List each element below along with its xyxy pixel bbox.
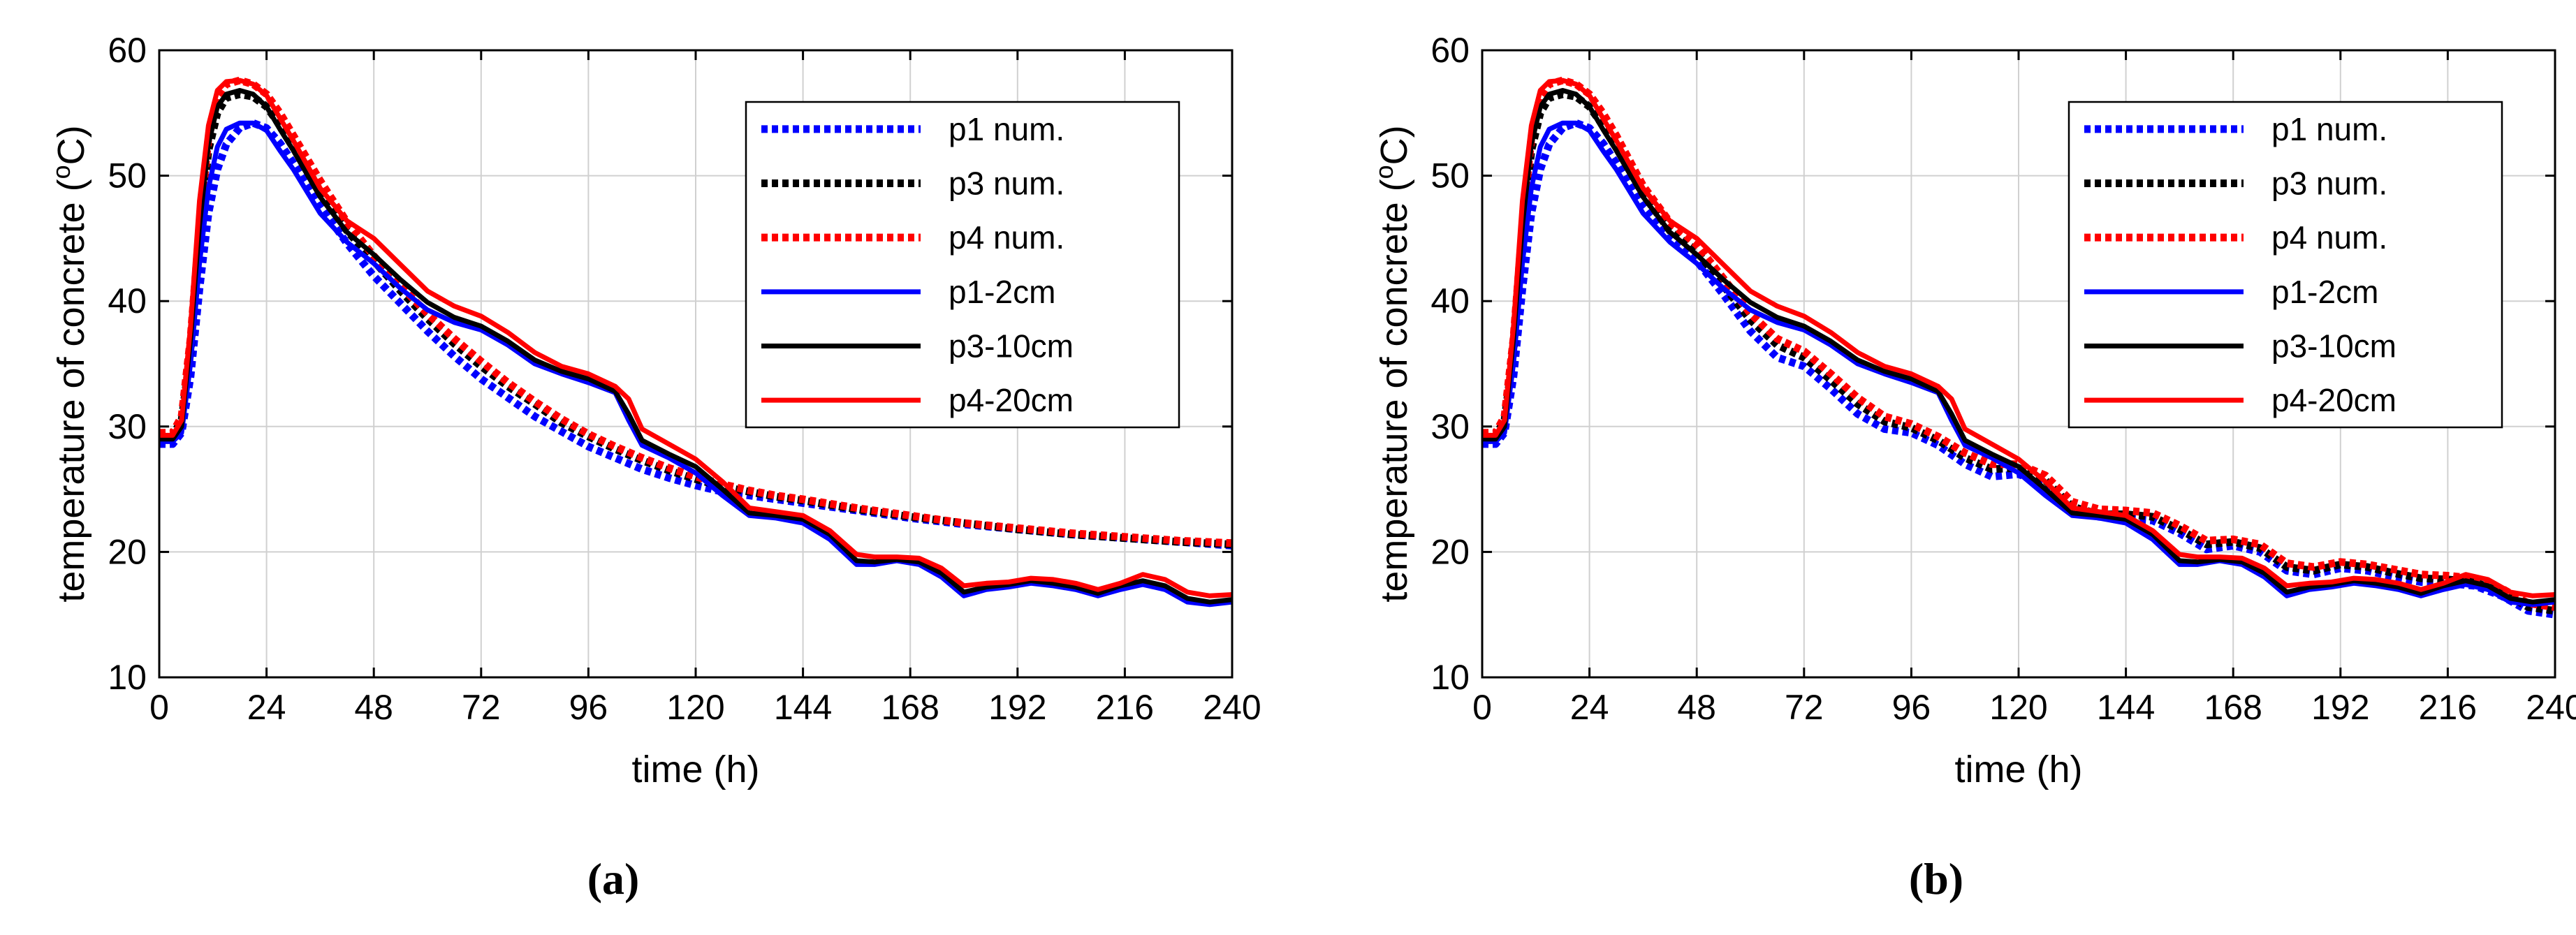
y-axis-title-main: temperature of concrete ( (50, 179, 92, 602)
legend-box (745, 101, 1180, 429)
y-tick-label: 40 (1430, 281, 1470, 321)
x-tick-label: 48 (1677, 688, 1716, 727)
legend-label: p1 num. (949, 111, 1064, 147)
x-tick-label: 24 (1570, 688, 1609, 727)
x-tick-label: 168 (881, 688, 939, 727)
x-tick-label: 192 (988, 688, 1046, 727)
panel-caption: (a) (587, 854, 640, 904)
y-tick-label: 20 (1430, 532, 1470, 571)
series-line-p4-num- (159, 76, 1233, 547)
x-tick-label: 0 (1472, 688, 1492, 727)
y-tick-label: 20 (108, 532, 147, 571)
series-line-p3-10cm (1482, 88, 2556, 605)
legend-label: p1-2cm (949, 274, 1055, 310)
x-tick-label: 144 (774, 688, 832, 727)
y-axis-title-degree: o (47, 165, 75, 179)
y-axis-title-unit: C) (50, 125, 92, 165)
x-tick-label: 120 (666, 688, 724, 727)
y-axis-title-degree: o (1370, 165, 1398, 179)
legend-label: p1 num. (2271, 111, 2387, 147)
x-tick-label: 192 (2311, 688, 2369, 727)
x-tick-label: 24 (247, 688, 286, 727)
y-tick-label: 30 (1430, 407, 1470, 446)
series-line-p3-10cm (159, 88, 1233, 605)
y-tick-label: 10 (1430, 658, 1470, 697)
x-tick-label: 0 (149, 688, 169, 727)
chart-panel-a: 0 24 48 72 96 120 144 168 192 216 240 10 20 30 40 50 60 t… (47, 31, 1261, 904)
legend-label: p4-20cm (949, 382, 1074, 418)
legend-label: p4 num. (2271, 219, 2387, 256)
legend-label: p3-10cm (949, 328, 1074, 365)
x-tick-label: 144 (2097, 688, 2155, 727)
x-axis-title: time (h) (1954, 749, 2082, 790)
x-tick-label: 72 (1785, 688, 1824, 727)
chart-panel-b: 0 24 48 72 96 120 144 168 192 216 240 10 20 30 40 50 60 t… (1370, 31, 2576, 904)
y-tick-label: 10 (108, 658, 147, 697)
legend-label: p3 num. (2271, 165, 2387, 202)
y-axis-title: temperature of concrete (oC) (1370, 125, 1416, 602)
series-line-p4-20cm (1482, 78, 2556, 598)
y-tick-label: 50 (1430, 156, 1470, 196)
series-line-p1-2cm (159, 120, 1233, 608)
series-line-p1-2cm (1482, 120, 2556, 608)
x-tick-label: 240 (2526, 688, 2576, 727)
y-axis-title-unit: C) (1373, 125, 1415, 165)
legend-label: p1-2cm (2271, 274, 2378, 310)
x-tick-label: 216 (1096, 688, 1154, 727)
y-tick-label: 50 (108, 156, 147, 196)
x-axis-title: time (h) (631, 749, 759, 790)
legend-box (2068, 101, 2503, 429)
legend-label: p4-20cm (2271, 382, 2396, 418)
legend-label: p3 num. (949, 165, 1064, 202)
x-tick-label: 120 (1989, 688, 2047, 727)
x-tick-label: 216 (2419, 688, 2477, 727)
y-tick-label: 60 (108, 31, 147, 70)
y-axis-title: temperature of concrete (oC) (47, 125, 93, 602)
y-axis-title-main: temperature of concrete ( (1373, 179, 1415, 602)
panel-caption: (b) (1909, 854, 1963, 904)
x-tick-label: 72 (462, 688, 501, 727)
x-tick-label: 96 (569, 688, 608, 727)
legend-label: p4 num. (949, 219, 1064, 256)
y-tick-label: 30 (108, 407, 147, 446)
x-tick-label: 240 (1203, 688, 1261, 727)
x-tick-label: 168 (2204, 688, 2262, 727)
legend-label: p3-10cm (2271, 328, 2396, 365)
x-tick-label: 48 (354, 688, 393, 727)
y-tick-label: 60 (1430, 31, 1470, 70)
x-tick-label: 96 (1892, 688, 1931, 727)
y-tick-label: 40 (108, 281, 147, 321)
series-line-p4-20cm (159, 78, 1233, 598)
